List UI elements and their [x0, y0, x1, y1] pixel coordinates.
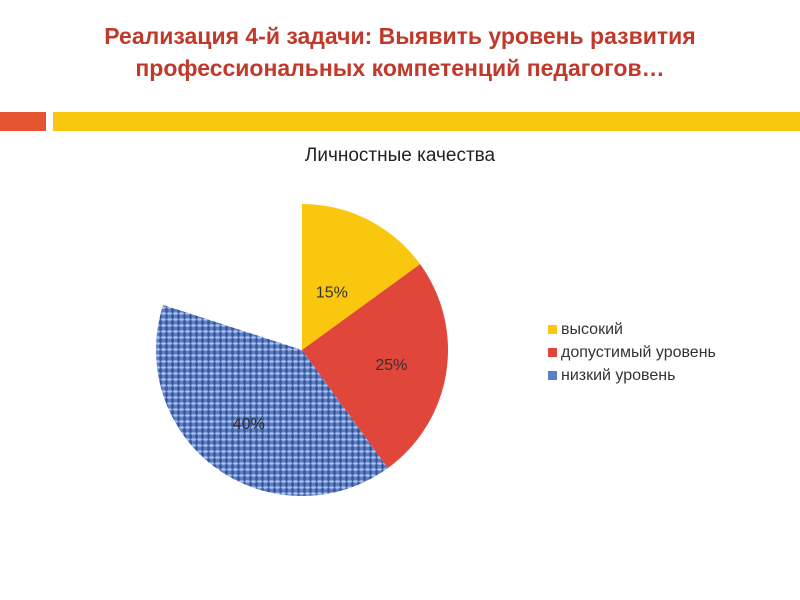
chart-legend: высокий допустимый уровень низкий уровень — [548, 318, 716, 387]
slice-label-1: 15% — [316, 284, 348, 301]
pie-slice-3 — [156, 304, 388, 497]
legend-item: высокий — [548, 318, 716, 341]
legend-swatch — [548, 348, 557, 357]
legend-item: низкий уровень — [548, 364, 716, 387]
slice-label-3: 40% — [233, 416, 265, 433]
legend-swatch — [548, 371, 557, 380]
slide-title: Реализация 4-й задачи: Выявить уровень р… — [40, 20, 760, 84]
legend-label: низкий уровень — [561, 367, 676, 384]
slide-title-line-1: Реализация 4-й задачи: Выявить уровень р… — [104, 23, 696, 49]
legend-item: допустимый уровень — [548, 341, 716, 364]
pie-slice-2 — [302, 264, 449, 469]
legend-label: допустимый уровень — [561, 344, 716, 361]
legend-label: высокий — [561, 321, 623, 338]
divider-left-bar — [0, 112, 46, 131]
pie-slice-1 — [302, 204, 421, 350]
divider-right-bar — [53, 112, 800, 131]
slide-title-line-2: профессиональных компетенций педагогов… — [135, 55, 665, 81]
legend-swatch — [548, 325, 557, 334]
chart-title: Личностные качества — [304, 145, 496, 166]
slice-label-2: 25% — [375, 357, 407, 374]
